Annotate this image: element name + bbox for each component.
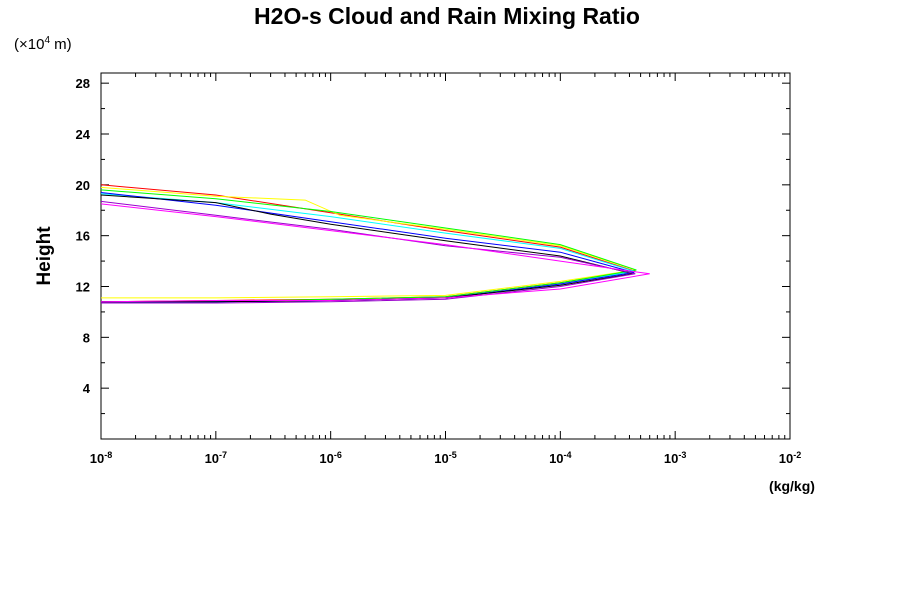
x-tick-label-base: 10 [549,451,563,466]
series-line-2 [101,186,636,299]
x-tick-label-exp: -8 [104,450,112,460]
y-tick-label: 16 [76,229,90,244]
y-tick-label: 28 [76,76,90,91]
x-tick-label: 10-2 [779,450,801,466]
y-unit-label: (×104 m) [14,35,72,53]
chart-title: H2O-s Cloud and Rain Mixing Ratio [254,3,640,29]
y-unit-suffix: m) [50,36,72,53]
y-unit-exponent: 4 [44,35,50,46]
x-tick-label-exp: -6 [334,450,342,460]
x-tick-label-exp: -7 [219,450,227,460]
x-tick-label-base: 10 [779,451,793,466]
series-line-3 [101,189,637,303]
x-tick-label: 10-3 [664,450,686,466]
x-tick-label-base: 10 [664,451,678,466]
x-tick-label-base: 10 [319,451,333,466]
y-tick-label: 24 [76,127,91,142]
x-tick-label-exp: -2 [793,450,801,460]
y-tick-label: 8 [83,330,90,345]
x-tick-label-exp: -4 [564,450,572,460]
y-tick-label: 20 [76,178,90,193]
series-line-7 [101,200,636,304]
x-tick-label-exp: -5 [449,450,457,460]
y-axis-label: Height [34,226,55,286]
x-tick-label-base: 10 [90,451,104,466]
x-tick-label-exp: -3 [678,450,686,460]
x-tick-label-base: 10 [205,451,219,466]
x-tick-label: 10-4 [549,450,571,466]
x-tick-label: 10-5 [434,450,456,466]
x-tick-label: 10-7 [205,450,227,466]
y-tick-label: 12 [76,280,90,295]
series-line-8 [101,203,650,303]
y-tick-label: 4 [83,381,91,396]
series-line-4 [101,193,635,304]
x-tick-label-base: 10 [434,451,448,466]
x-tick-label: 10-6 [319,450,341,466]
y-unit-prefix: (×10 [14,36,44,53]
plot-frame [100,72,791,440]
x-tick-label: 10-8 [90,450,112,466]
x-unit-label: (kg/kg) [769,478,815,494]
